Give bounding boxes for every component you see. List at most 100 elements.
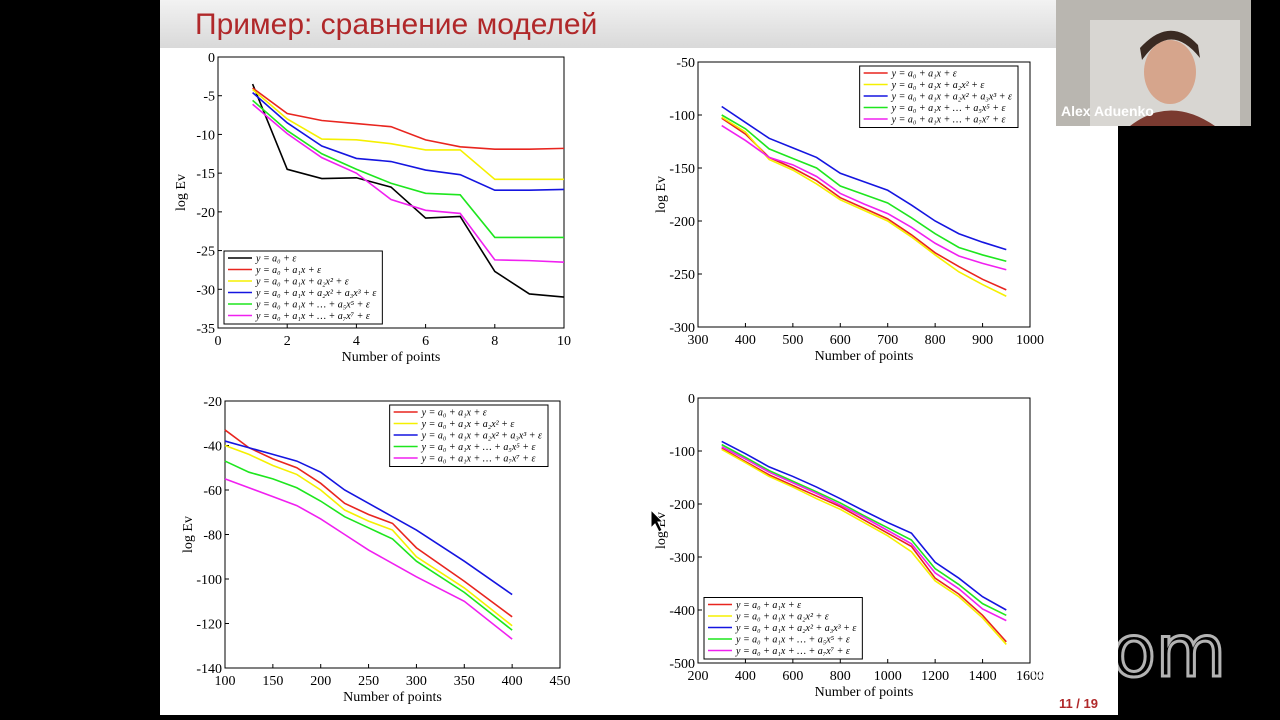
legend-label: y = a₀ + a₁x + a₂x² + ε	[735, 612, 829, 623]
legend-label: y = a₀ + a₁x + a₂x² + ε	[891, 80, 985, 91]
x-tick-label: 1200	[921, 669, 949, 684]
x-tick-label: 8	[491, 334, 498, 349]
mouse-cursor	[650, 508, 665, 533]
x-tick-label: 1000	[1016, 333, 1044, 348]
legend: y = a₀ + a₁x + εy = a₀ + a₁x + a₂x² + ε y…	[389, 404, 549, 467]
y-tick-label: -100	[669, 109, 695, 124]
y-tick-label: -20	[203, 395, 222, 410]
x-tick-label: 800	[830, 669, 851, 684]
x-tick-label: 0	[215, 334, 222, 349]
x-tick-label: 100	[215, 674, 236, 689]
x-axis-label: Number of points	[815, 685, 914, 700]
y-tick-label: -300	[669, 321, 695, 336]
x-tick-label: 200	[688, 669, 709, 684]
y-tick-label: -300	[669, 551, 695, 566]
legend: y = a₀ + a₁x + εy = a₀ + a₁x + a₂x² + εy…	[703, 597, 863, 660]
x-tick-label: 1400	[969, 669, 997, 684]
y-tick-label: -80	[203, 529, 222, 544]
series-line	[224, 444, 513, 627]
legend-label: y = a₀ + a₁x + ε	[891, 69, 957, 80]
x-tick-label: 900	[972, 333, 993, 348]
legend-label: y = a₀ + a₁x + … + a₅x⁵ + ε	[421, 442, 536, 453]
y-tick-label: -200	[669, 215, 695, 230]
y-tick-label: -50	[676, 56, 695, 71]
y-tick-label: -35	[196, 322, 215, 337]
x-tick-label: 300	[406, 674, 427, 689]
legend-label: y = a₀ + a₁x + … + a₇x⁷ + ε	[891, 115, 1006, 126]
y-tick-label: -20	[196, 206, 215, 221]
y-tick-label: 0	[208, 51, 215, 66]
series-line	[252, 103, 565, 263]
series-line	[721, 443, 1007, 617]
legend-label: y = a₀ + a₁x + … + a₇x⁷ + ε	[735, 646, 850, 657]
chart: 300 400 500 600 700 800 900 1000 -50 -100 -150 -200…	[654, 56, 1044, 364]
x-tick-label: 2	[284, 334, 291, 349]
y-tick-label: -200	[669, 498, 695, 513]
y-axis-label: log Ev	[654, 176, 669, 213]
series-line	[721, 105, 1007, 251]
page-number: 11 / 19	[1059, 696, 1098, 711]
legend-label: y = a₀ + a₁x + ε	[255, 265, 321, 276]
y-tick-label: -500	[669, 657, 695, 672]
x-tick-label: 1600	[1016, 669, 1044, 684]
participant-name: Alex Aduenko	[1061, 103, 1154, 119]
series-line	[721, 447, 1007, 643]
legend-label: y = a₀ + a₁x + a₂x² + a₃x³ + ε	[735, 623, 856, 634]
legend: y = a₀ + a₁x + εy = a₀ + a₁x + a₂x² + εy…	[859, 65, 1019, 128]
series-line	[721, 124, 1007, 271]
x-tick-label: 400	[735, 333, 756, 348]
chart: 200 400 600 800 1000 1200 1400 1600 0 -100 -200 -30…	[654, 392, 1044, 700]
y-tick-label: -40	[203, 440, 222, 455]
chart: 0 2 4 6 8 10 0 -5 -10 -15 -20 -25 -30 -35 Number of po…	[174, 51, 571, 365]
video-shirt	[1130, 110, 1215, 126]
y-tick-label: -5	[203, 90, 215, 105]
video-hair	[1140, 30, 1200, 60]
x-axis-label: Number of points	[343, 690, 442, 705]
legend-label: y = a₀ + a₁x + ε	[421, 408, 487, 419]
series-line	[721, 440, 1007, 611]
legend-label: y = a₀ + a₁x + a₂x² + ε	[421, 419, 515, 430]
x-tick-label: 450	[550, 674, 571, 689]
x-axis-label: Number of points	[815, 349, 914, 364]
title-bar	[160, 0, 1118, 48]
legend-label: y = a₀ + a₁x + … + a₅x⁵ + ε	[735, 635, 850, 646]
y-axis-label: log Ev	[174, 174, 189, 211]
y-axis-label: log Ev	[181, 516, 196, 553]
legend-label: y = a₀ + a₁x + … + a₇x⁷ + ε	[421, 454, 536, 465]
legend-label: y = a₀ + a₁x + a₂x² + a₃x³ + ε	[891, 92, 1012, 103]
legend-label: y = a₀ + a₁x + a₂x² + ε	[255, 277, 349, 288]
y-tick-label: 0	[688, 392, 695, 407]
y-tick-label: -15	[196, 167, 215, 182]
slide-title: Пример: сравнение моделей	[195, 8, 597, 41]
x-tick-label: 500	[782, 333, 803, 348]
series-line	[721, 448, 1007, 645]
y-tick-label: -25	[196, 245, 215, 260]
series-line	[721, 116, 1007, 297]
video-person	[1144, 40, 1196, 104]
x-tick-label: 6	[422, 334, 429, 349]
y-tick-label: -30	[196, 283, 215, 298]
legend-label: y = a₀ + ε	[255, 254, 296, 265]
legend-label: y = a₀ + a₁x + … + a₅x⁵ + ε	[891, 103, 1006, 114]
legend-label: y = a₀ + a₁x + … + a₅x⁵ + ε	[255, 300, 370, 311]
x-tick-label: 200	[310, 674, 331, 689]
legend-label: y = a₀ + a₁x + … + a₇x⁷ + ε	[255, 311, 370, 322]
x-tick-label: 300	[688, 333, 709, 348]
y-tick-label: -10	[196, 128, 215, 143]
series-line	[224, 440, 513, 596]
series-line	[252, 92, 565, 191]
y-tick-label: -120	[196, 618, 222, 633]
series-line	[252, 87, 565, 150]
series-line	[224, 429, 513, 618]
series-line	[252, 88, 564, 181]
legend-label: y = a₀ + a₁x + a₂x² + a₃x³ + ε	[255, 288, 376, 299]
legend-label: y = a₀ + a₁x + ε	[735, 600, 801, 611]
x-tick-label: 250	[358, 674, 379, 689]
x-tick-label: 600	[782, 669, 803, 684]
series-line	[721, 114, 1007, 263]
x-tick-label: 400	[735, 669, 756, 684]
legend: y = a₀ + εy = a₀ + a₁x + εy = a₀ + a₁x +…	[223, 250, 383, 325]
x-tick-label: 600	[830, 333, 851, 348]
